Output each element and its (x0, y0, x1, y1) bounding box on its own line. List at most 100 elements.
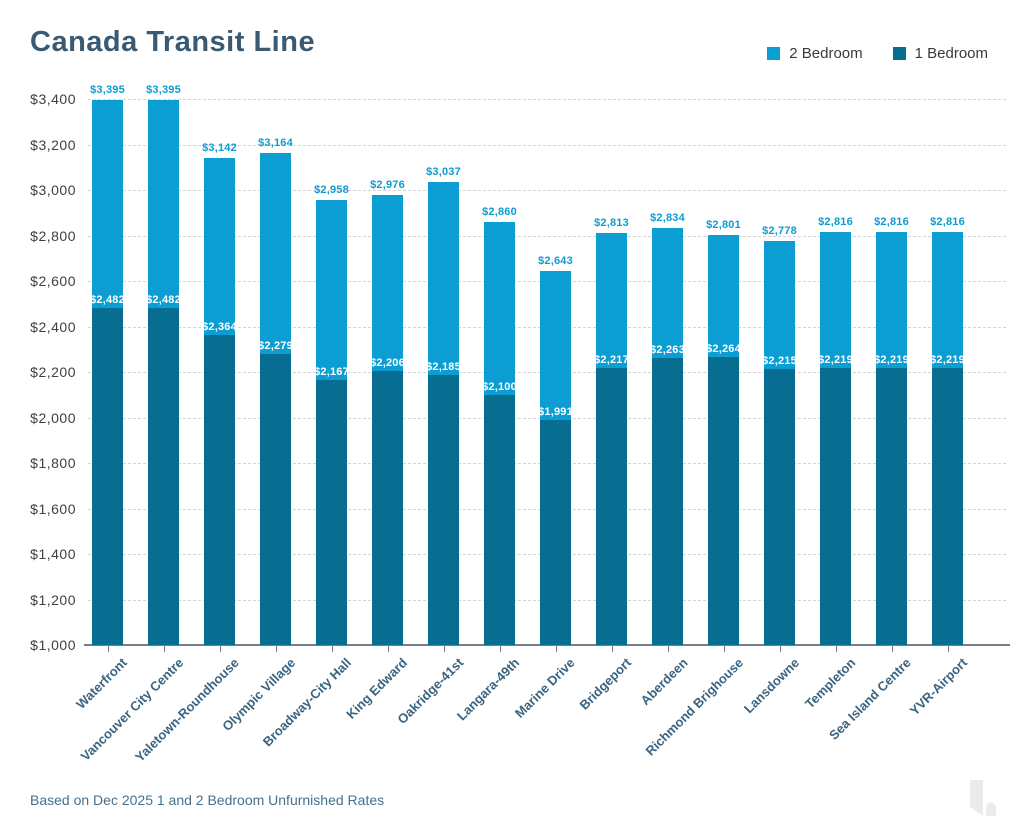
bar-value-2-bedroom: $2,816 (874, 215, 909, 228)
y-axis-label: $2,800 (30, 227, 76, 244)
bar-value-2-bedroom: $3,164 (258, 136, 293, 149)
bar-value-1-bedroom: $2,482 (90, 293, 125, 306)
x-axis-label: Vancouver City Centre (77, 655, 187, 764)
bar-value-1-bedroom: $2,217 (594, 354, 629, 367)
bar-1-bedroom[interactable] (932, 367, 963, 645)
bar-value-2-bedroom: $3,037 (426, 165, 461, 178)
brand-logo-icon (970, 780, 996, 816)
gridline (88, 190, 1006, 191)
bar-value-1-bedroom: $2,364 (202, 320, 237, 333)
y-axis-label: $3,000 (30, 182, 76, 198)
x-axis-label: YVR-Airport (906, 655, 971, 719)
x-axis-tick (835, 646, 837, 652)
bar-1-bedroom[interactable] (540, 419, 571, 645)
bar-value-1-bedroom: $2,263 (650, 343, 685, 356)
bar-1-bedroom[interactable] (92, 307, 123, 645)
bar-value-2-bedroom: $2,816 (818, 215, 853, 228)
y-axis-label: $2,400 (30, 318, 76, 335)
legend: 2 Bedroom 1 Bedroom (767, 45, 988, 62)
x-axis-tick (723, 646, 725, 652)
legend-item-1-bedroom[interactable]: 1 Bedroom (892, 45, 988, 62)
gridline (88, 144, 1006, 146)
x-axis-tick (947, 646, 949, 652)
bar-1-bedroom[interactable] (652, 357, 683, 645)
y-axis-label: $1,000 (30, 637, 76, 653)
bar-value-1-bedroom: $2,219 (818, 353, 853, 366)
legend-item-2-bedroom[interactable]: 2 Bedroom (767, 45, 863, 62)
bar-value-2-bedroom: $2,778 (762, 224, 797, 237)
bar-value-2-bedroom: $2,834 (650, 211, 685, 224)
x-axis-tick (443, 646, 445, 652)
x-axis-label: Templeton (801, 655, 859, 712)
bar-value-2-bedroom: $3,142 (202, 141, 237, 154)
bar-value-1-bedroom: $2,185 (426, 361, 461, 374)
y-axis-label: $1,200 (30, 591, 76, 608)
bar-value-2-bedroom: $3,395 (146, 84, 181, 97)
bar-value-1-bedroom: $2,167 (314, 365, 349, 378)
bar-value-1-bedroom: $2,482 (146, 293, 181, 306)
x-axis-label: Richmond Brighouse (642, 655, 747, 759)
chart-title: Canada Transit Line (30, 26, 316, 58)
bar-value-2-bedroom: $2,860 (482, 205, 517, 218)
bar-value-2-bedroom: $3,395 (90, 84, 125, 97)
bar-value-1-bedroom: $2,215 (762, 354, 797, 367)
bar-1-bedroom[interactable] (316, 379, 347, 645)
x-axis-tick (219, 646, 221, 652)
bar-1-bedroom[interactable] (204, 334, 235, 645)
bar-value-2-bedroom: $2,801 (706, 219, 741, 232)
y-axis-label: $3,400 (30, 91, 76, 107)
bar-1-bedroom[interactable] (876, 367, 907, 645)
bar-1-bedroom[interactable] (820, 367, 851, 645)
bar-value-1-bedroom: $2,100 (482, 380, 517, 393)
legend-swatch-1-bedroom-icon (892, 47, 906, 60)
x-axis-label: Bridgeport (576, 655, 635, 713)
bar-1-bedroom[interactable] (596, 368, 627, 645)
x-axis-label: Aberdeen (637, 655, 691, 709)
y-axis-label: $1,600 (30, 500, 76, 517)
x-axis-label: Waterfront (73, 655, 131, 712)
bar-value-1-bedroom: $2,264 (706, 343, 741, 356)
x-axis-tick (667, 646, 669, 652)
bar-1-bedroom[interactable] (708, 357, 739, 645)
x-axis-tick (779, 646, 781, 652)
gridline (88, 99, 1006, 100)
x-axis-tick (275, 646, 277, 652)
x-axis-tick (555, 646, 557, 652)
x-axis-tick (331, 646, 333, 652)
x-axis-tick (611, 646, 613, 652)
y-axis-label: $3,200 (30, 136, 76, 153)
bar-value-1-bedroom: $2,206 (370, 356, 405, 369)
bar-value-2-bedroom: $2,976 (370, 179, 405, 192)
bar-value-1-bedroom: $1,991 (538, 405, 573, 418)
y-axis-label: $2,200 (30, 364, 76, 380)
bar-value-2-bedroom: $2,643 (538, 255, 573, 268)
bar-value-2-bedroom: $2,958 (314, 183, 349, 196)
legend-label-1-bedroom: 1 Bedroom (914, 45, 988, 62)
x-axis-line (84, 644, 1010, 646)
legend-swatch-2-bedroom-icon (767, 47, 781, 60)
bar-value-2-bedroom: $2,813 (594, 216, 629, 229)
y-axis-label: $1,800 (30, 455, 76, 471)
bar-1-bedroom[interactable] (372, 370, 403, 645)
bar-value-1-bedroom: $2,219 (874, 353, 909, 366)
x-axis-tick (107, 646, 109, 652)
footer-note: Based on Dec 2025 1 and 2 Bedroom Unfurn… (30, 792, 385, 808)
gridline (88, 235, 1006, 237)
bar-value-1-bedroom: $2,219 (930, 353, 965, 366)
y-axis-label: $2,000 (30, 409, 76, 426)
y-axis-label: $2,600 (30, 273, 76, 289)
bar-value-1-bedroom: $2,279 (258, 340, 293, 353)
bar-1-bedroom[interactable] (260, 354, 291, 645)
bar-1-bedroom[interactable] (484, 394, 515, 645)
x-axis-tick (387, 646, 389, 652)
bar-1-bedroom[interactable] (148, 307, 179, 645)
bar-1-bedroom[interactable] (428, 375, 459, 645)
x-axis-label: Lansdowne (740, 655, 803, 717)
legend-label-2-bedroom: 2 Bedroom (789, 45, 863, 62)
x-axis-tick (163, 646, 165, 652)
bar-1-bedroom[interactable] (764, 368, 795, 645)
x-axis-tick (499, 646, 501, 652)
bar-value-2-bedroom: $2,816 (930, 215, 965, 228)
